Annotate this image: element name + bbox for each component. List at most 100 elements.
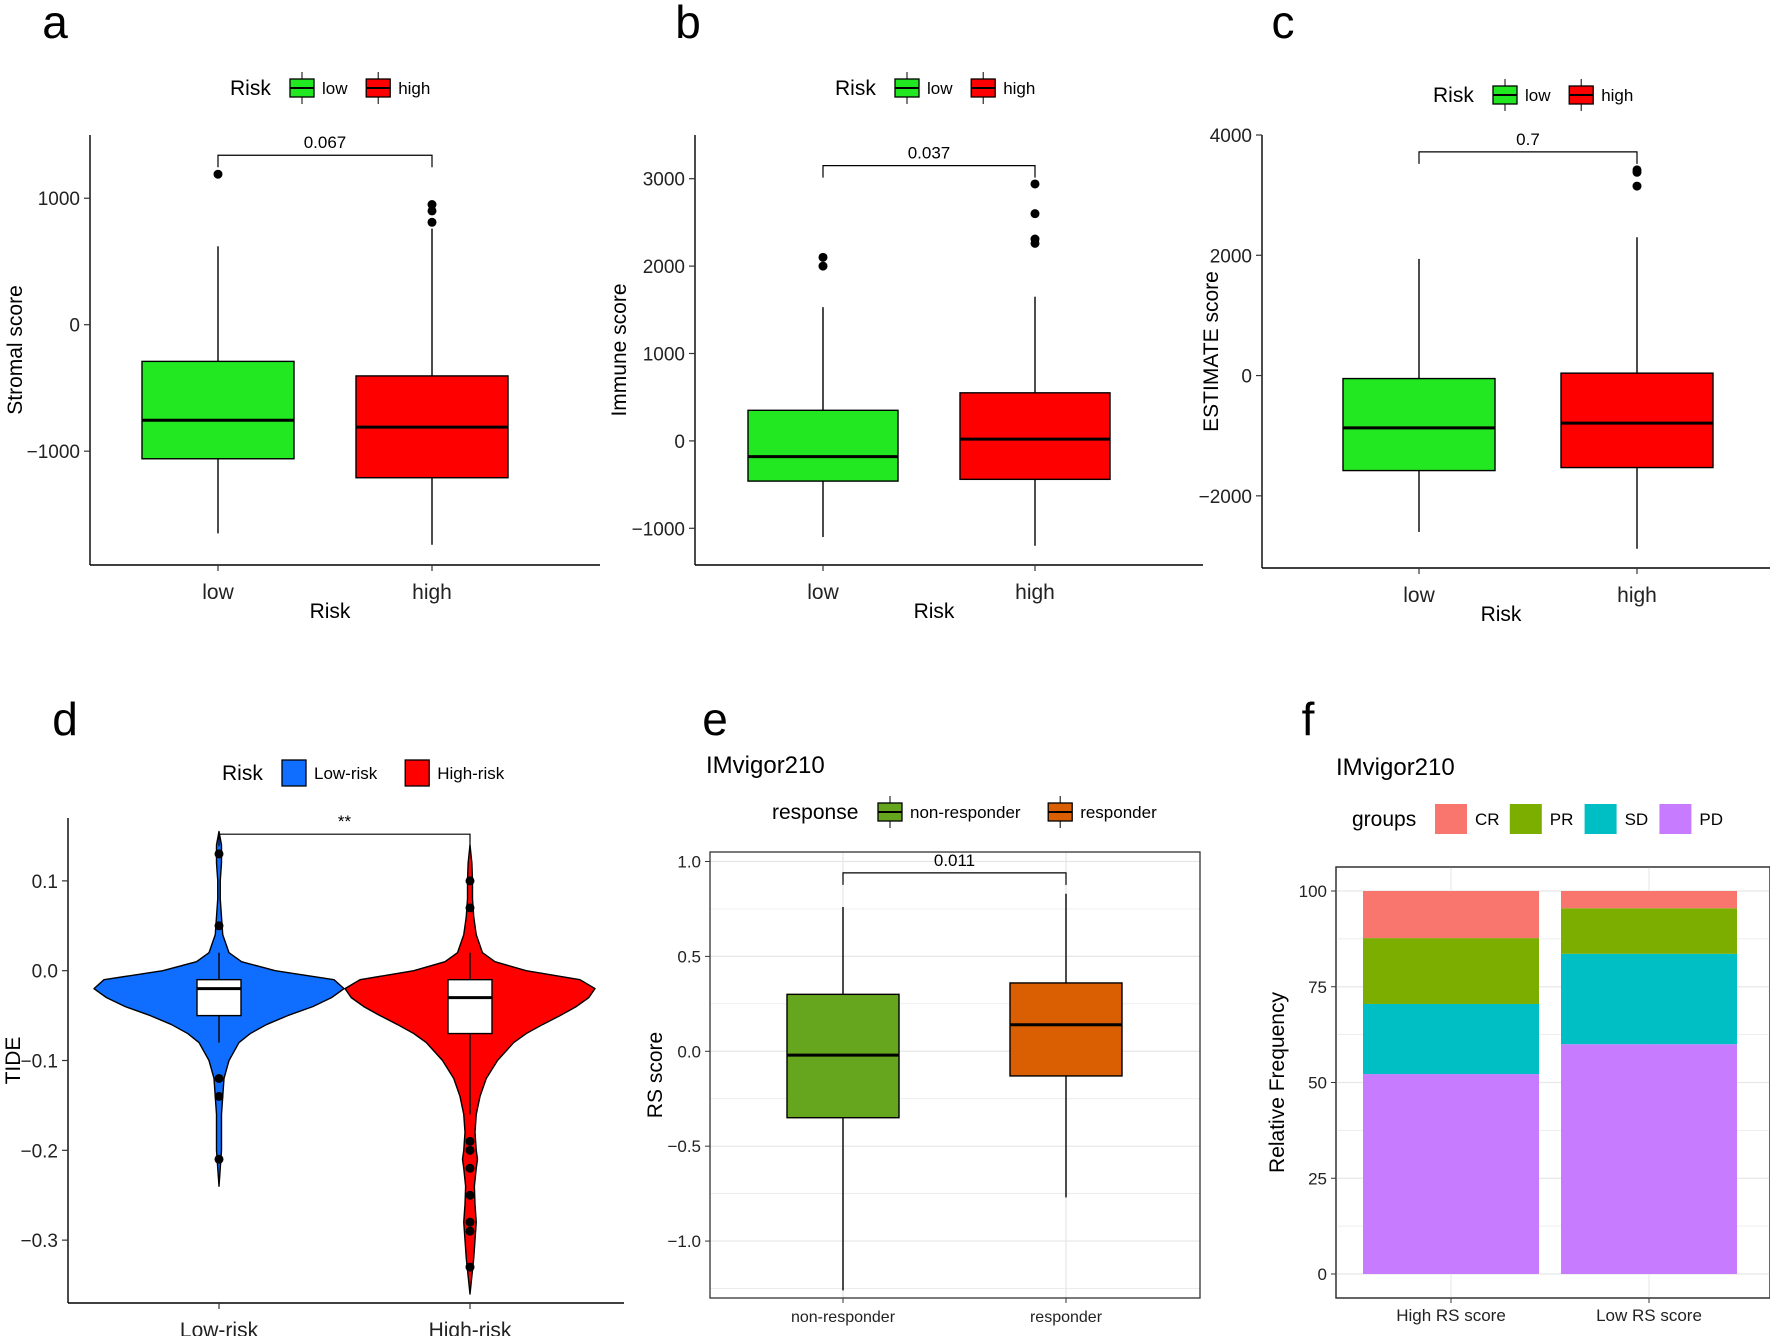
box-high: [959, 179, 1111, 546]
significance-label: 0.067: [304, 133, 347, 152]
y-tick-label: 1.0: [677, 852, 701, 871]
x-tick-label: high: [412, 581, 452, 604]
box-iqr: [959, 392, 1111, 481]
outlier-point: [465, 1145, 475, 1155]
box-low: [747, 252, 899, 538]
y-tick-label: 0.1: [32, 872, 58, 893]
x-tick-label: low: [807, 581, 839, 604]
x-tick-label: high: [1617, 584, 1657, 607]
panel-label-d: d: [52, 693, 78, 745]
box-iqr: [1009, 982, 1123, 1077]
outlier-point: [214, 1091, 224, 1101]
y-tick-label: 2000: [643, 257, 685, 278]
outlier-point: [214, 921, 224, 931]
legend-label: CR: [1475, 810, 1500, 829]
box-low: [1342, 258, 1496, 532]
legend-item: non-responder: [877, 796, 1021, 828]
legend-title: Risk: [222, 762, 263, 785]
outlier-point: [427, 206, 437, 216]
outlier-point: [465, 1262, 475, 1272]
x-tick-label: responder: [1030, 1309, 1103, 1326]
y-tick-label: 25: [1308, 1169, 1327, 1188]
outlier-point: [427, 217, 437, 227]
y-axis-title: RS score: [644, 1032, 667, 1118]
legend-label: Low-risk: [314, 764, 378, 783]
box-non-responder: [786, 907, 900, 1291]
outlier-point: [465, 876, 475, 886]
bar-segment-SD-1: [1561, 953, 1737, 1045]
legend-key: [281, 759, 307, 787]
panel-a: Risk low high −1000 0 1000 Stromal score low hig…: [4, 72, 600, 623]
y-tick-label: −0.2: [20, 1141, 58, 1162]
box-iqr: [447, 978, 493, 1035]
outlier-point: [427, 200, 437, 210]
significance-bracket: [822, 164, 1036, 178]
significance-bracket: [218, 833, 471, 847]
bar-segment-PD-1: [1561, 1044, 1737, 1274]
outlier-point: [1632, 181, 1642, 191]
outlier-point: [465, 1163, 475, 1173]
y-tick-label: 0.5: [677, 947, 701, 966]
legend-item: high: [1568, 79, 1633, 111]
outlier-point: [1030, 234, 1040, 244]
box-iqr: [747, 409, 899, 482]
legend-title: groups: [1352, 808, 1416, 831]
legend-label: SD: [1625, 810, 1649, 829]
legend-title: Risk: [1433, 84, 1474, 107]
legend-item: SD: [1584, 804, 1649, 834]
legend-key: [1435, 804, 1467, 834]
significance-bracket: [842, 872, 1067, 885]
x-tick-label: non-responder: [791, 1309, 896, 1326]
plot-border: [709, 851, 1201, 1299]
y-tick-label: 0: [69, 316, 80, 337]
legend-key: [1509, 804, 1542, 834]
legend-label: non-responder: [910, 803, 1021, 822]
y-tick-label: 100: [1299, 882, 1327, 901]
x-tick-label: Low RS score: [1596, 1306, 1702, 1325]
outlier-point: [1030, 179, 1040, 189]
y-tick-label: −1000: [27, 442, 80, 463]
legend-item: PD: [1659, 804, 1723, 834]
y-tick-label: 0: [674, 432, 685, 453]
legend-title: Risk: [230, 77, 271, 100]
panel-label-f: f: [1302, 693, 1315, 745]
y-tick-label: 0.0: [32, 962, 58, 983]
legend-item: High-risk: [404, 759, 505, 787]
plot-background: [710, 852, 1200, 1298]
legend-label: low: [322, 79, 348, 98]
box-iqr: [1342, 377, 1496, 472]
box-Low-risk: [196, 849, 242, 1164]
box-iqr: [1560, 372, 1714, 469]
x-axis-title: Risk: [914, 600, 955, 623]
outlier-point: [818, 252, 828, 262]
legend-label: low: [927, 79, 953, 98]
y-tick-label: 2000: [1210, 246, 1252, 267]
significance-label: 0.7: [1516, 130, 1540, 149]
legend-item: low: [1492, 79, 1551, 111]
y-tick-label: −0.1: [20, 1052, 58, 1073]
box-responder: [1009, 893, 1123, 1198]
significance-bracket: [217, 154, 433, 168]
legend-item: high: [365, 72, 430, 104]
outlier-point: [818, 261, 828, 271]
panel-f: IMvigor210 groups CR PR SD PD High RS score Low…: [1266, 754, 1770, 1325]
legend-key: [1659, 804, 1692, 834]
significance-label: **: [338, 812, 352, 831]
panel-label-a: a: [42, 0, 68, 48]
legend-label: PR: [1550, 810, 1574, 829]
y-tick-label: 0.0: [677, 1042, 701, 1061]
y-tick-label: 4000: [1210, 126, 1252, 147]
y-tick-label: −1.0: [667, 1232, 701, 1251]
x-tick-label: low: [1403, 584, 1435, 607]
outlier-point: [1632, 165, 1642, 175]
x-tick-label: low: [202, 581, 234, 604]
panel-e: IMvigor210 response non-responder responder…: [644, 752, 1201, 1326]
legend-item: Low-risk: [281, 759, 378, 787]
y-tick-label: 1000: [38, 189, 80, 210]
y-tick-label: −0.3: [20, 1231, 58, 1252]
y-tick-label: −2000: [1199, 487, 1252, 508]
legend-label: low: [1525, 86, 1551, 105]
chart-title: IMvigor210: [1336, 754, 1455, 781]
bar-segment-CR-0: [1363, 891, 1539, 939]
x-axis-title: Risk: [1481, 603, 1522, 626]
